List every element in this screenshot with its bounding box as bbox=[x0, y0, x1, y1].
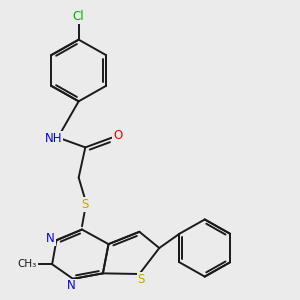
Text: N: N bbox=[46, 232, 55, 245]
Text: S: S bbox=[138, 273, 145, 286]
Text: N: N bbox=[67, 280, 76, 292]
Text: O: O bbox=[113, 129, 122, 142]
Text: S: S bbox=[82, 198, 89, 211]
Text: NH: NH bbox=[45, 132, 62, 145]
Text: CH₃: CH₃ bbox=[18, 259, 37, 269]
Text: Cl: Cl bbox=[73, 10, 85, 23]
